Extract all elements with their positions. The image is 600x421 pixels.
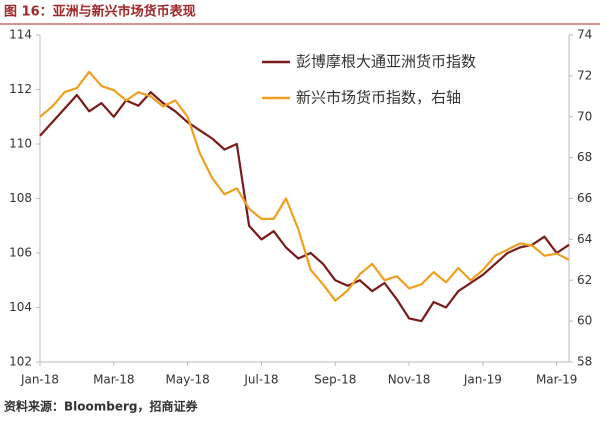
x-tick-label: Jan-19 — [463, 373, 502, 387]
source-note: 资料来源：Bloomberg，招商证券 — [4, 399, 198, 414]
x-tick-label: Mar-18 — [93, 373, 134, 387]
x-tick-label: May-18 — [166, 373, 210, 387]
y-tick-label: 114 — [9, 28, 32, 42]
x-tick-label: Nov-18 — [388, 373, 431, 387]
y2-tick-label: 60 — [577, 314, 592, 328]
y2-tick-label: 66 — [577, 191, 592, 205]
legend-label: 新兴市场货币指数，右轴 — [296, 89, 461, 107]
series-line — [39, 70, 570, 302]
series-line — [39, 91, 570, 323]
y2-tick-label: 58 — [577, 355, 592, 369]
x-tick-label: Mar-19 — [536, 373, 577, 387]
y2-tick-label: 74 — [577, 28, 592, 42]
y2-tick-label: 62 — [577, 273, 592, 287]
chart-title: 图 16：亚洲与新兴市场货币表现 — [4, 4, 196, 20]
y-tick-label: 102 — [9, 355, 32, 369]
y2-tick-label: 72 — [577, 68, 592, 82]
x-tick-label: Jul-18 — [243, 373, 278, 387]
y-tick-label: 110 — [9, 137, 32, 151]
y2-tick-label: 68 — [577, 150, 592, 164]
legend-label: 彭博摩根大通亚洲货币指数 — [296, 53, 476, 71]
x-tick-label: Sep-18 — [314, 373, 356, 387]
y-tick-label: 112 — [9, 82, 32, 96]
y-tick-label: 108 — [9, 191, 32, 205]
y2-tick-label: 70 — [577, 109, 592, 123]
y-tick-label: 106 — [9, 246, 32, 260]
x-tick-label: Jan-18 — [20, 373, 59, 387]
y-tick-label: 104 — [9, 300, 32, 314]
y2-tick-label: 64 — [577, 232, 592, 246]
